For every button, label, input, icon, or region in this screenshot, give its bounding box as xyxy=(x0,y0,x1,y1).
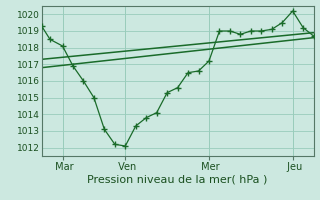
X-axis label: Pression niveau de la mer( hPa ): Pression niveau de la mer( hPa ) xyxy=(87,174,268,184)
